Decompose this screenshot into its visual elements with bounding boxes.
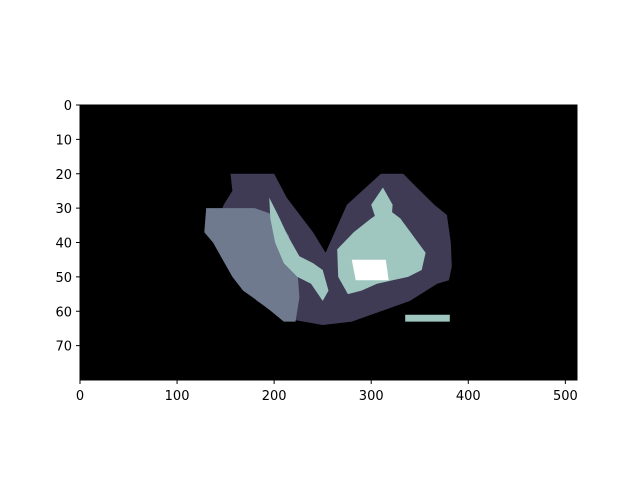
y-tick-label: 20: [55, 168, 72, 183]
x-tick-label: 500: [553, 389, 578, 404]
x-tick-label: 0: [76, 389, 84, 404]
y-tick-label: 40: [55, 237, 72, 252]
heatmap-region-6: [351, 259, 389, 281]
y-tick-label: 10: [55, 133, 72, 148]
heatmap-background: [80, 105, 577, 380]
y-tick-label: 60: [55, 305, 72, 320]
y-tick-label: 70: [55, 340, 72, 355]
y-tick-label: 0: [64, 99, 72, 114]
x-tick-label: 100: [165, 389, 190, 404]
y-tick-label: 50: [55, 271, 72, 286]
heatmap-image: [80, 105, 577, 380]
x-tick-label: 200: [262, 389, 287, 404]
heatmap-region-4: [371, 187, 393, 233]
y-tick-label: 30: [55, 202, 72, 217]
heatmap-region-5: [405, 314, 450, 322]
heatmap-region-2: [269, 197, 329, 301]
x-tick-label: 400: [456, 389, 481, 404]
x-tick-label: 300: [359, 389, 384, 404]
x-axis: 0 100 200 300 400 500: [76, 380, 578, 404]
y-axis: 0 10 20 30 40 50 60 70: [55, 99, 80, 355]
